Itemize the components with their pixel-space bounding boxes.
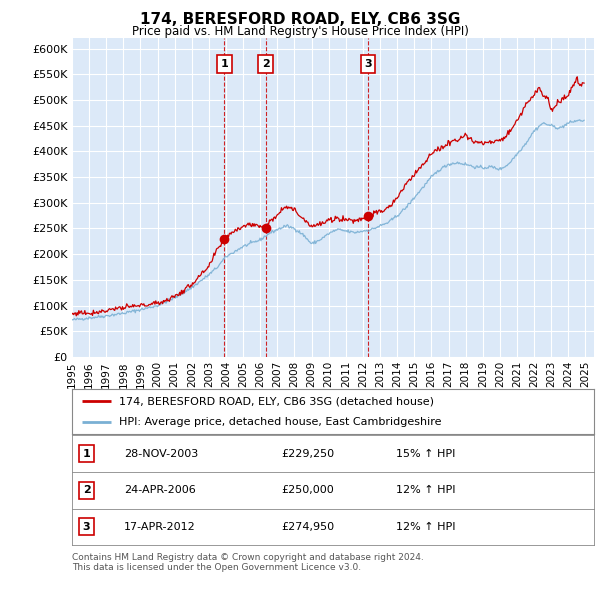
Text: £229,250: £229,250 (281, 449, 334, 458)
Text: 2: 2 (83, 486, 91, 495)
Text: 174, BERESFORD ROAD, ELY, CB6 3SG: 174, BERESFORD ROAD, ELY, CB6 3SG (140, 12, 460, 27)
Text: 28-NOV-2003: 28-NOV-2003 (124, 449, 199, 458)
Text: 3: 3 (364, 59, 372, 69)
Text: Contains HM Land Registry data © Crown copyright and database right 2024.: Contains HM Land Registry data © Crown c… (72, 553, 424, 562)
Text: 17-APR-2012: 17-APR-2012 (124, 522, 196, 532)
Text: £250,000: £250,000 (281, 486, 334, 495)
Text: 12% ↑ HPI: 12% ↑ HPI (395, 486, 455, 495)
Text: 1: 1 (221, 59, 229, 69)
Text: HPI: Average price, detached house, East Cambridgeshire: HPI: Average price, detached house, East… (119, 417, 442, 427)
Text: 24-APR-2006: 24-APR-2006 (124, 486, 196, 495)
Text: 2: 2 (262, 59, 269, 69)
Text: This data is licensed under the Open Government Licence v3.0.: This data is licensed under the Open Gov… (72, 563, 361, 572)
Text: 174, BERESFORD ROAD, ELY, CB6 3SG (detached house): 174, BERESFORD ROAD, ELY, CB6 3SG (detac… (119, 396, 434, 407)
Text: £274,950: £274,950 (281, 522, 334, 532)
Text: Price paid vs. HM Land Registry's House Price Index (HPI): Price paid vs. HM Land Registry's House … (131, 25, 469, 38)
Text: 12% ↑ HPI: 12% ↑ HPI (395, 522, 455, 532)
Text: 1: 1 (83, 449, 91, 458)
Text: 3: 3 (83, 522, 91, 532)
Text: 15% ↑ HPI: 15% ↑ HPI (395, 449, 455, 458)
